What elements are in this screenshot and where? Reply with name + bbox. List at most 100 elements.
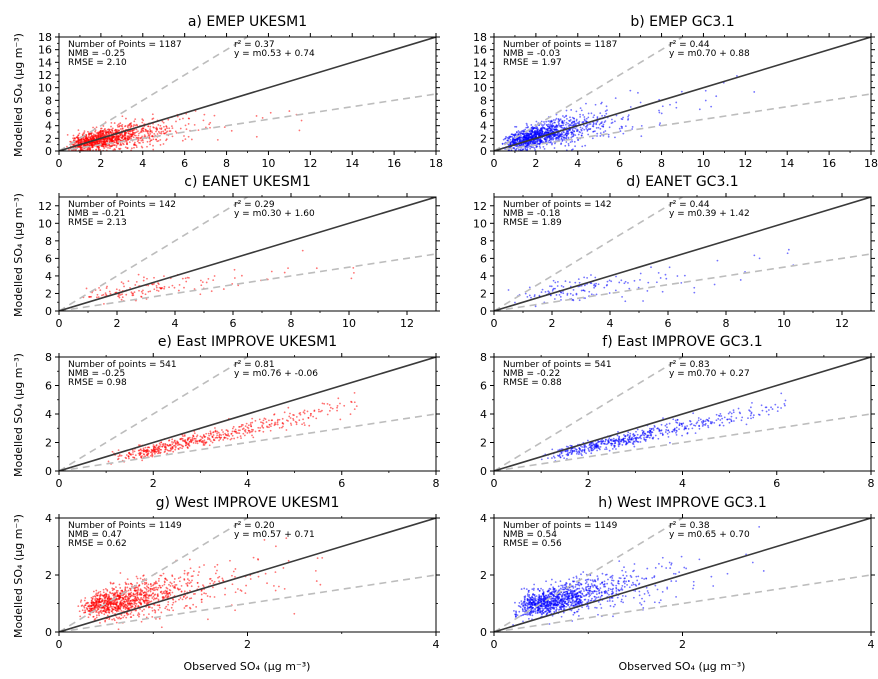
data-point <box>159 451 162 454</box>
data-point <box>539 139 541 141</box>
data-point <box>182 117 184 120</box>
data-point <box>512 139 515 142</box>
data-point <box>153 132 156 135</box>
data-point <box>190 575 193 578</box>
data-point <box>623 282 626 285</box>
data-point <box>234 591 237 594</box>
data-point <box>159 444 162 446</box>
y-tick-label: 4 <box>45 270 52 283</box>
data-point <box>590 293 593 296</box>
data-point <box>526 124 528 127</box>
data-point <box>613 445 616 447</box>
data-point <box>622 441 625 444</box>
data-point <box>545 143 548 146</box>
data-point <box>68 148 70 151</box>
stat-nmb: NMB = -0.03 <box>503 49 560 59</box>
data-point <box>78 610 81 613</box>
data-point <box>692 412 695 415</box>
data-point <box>87 133 90 136</box>
data-point <box>578 447 581 450</box>
data-point <box>126 578 129 581</box>
data-point <box>580 452 582 455</box>
data-point <box>545 124 548 126</box>
data-point <box>574 145 576 148</box>
data-point <box>115 144 118 147</box>
data-point <box>585 124 588 127</box>
data-point <box>538 294 541 297</box>
data-point <box>542 141 545 143</box>
data-point <box>536 133 538 136</box>
data-point <box>115 591 118 594</box>
data-point <box>777 406 779 409</box>
data-point <box>202 441 205 443</box>
x-tick-label: 2 <box>114 317 121 330</box>
data-point <box>699 418 702 421</box>
data-point <box>612 437 615 440</box>
x-tick-label: 10 <box>261 157 275 170</box>
data-point <box>634 440 636 443</box>
data-point <box>640 434 643 437</box>
data-point <box>681 434 683 437</box>
data-point <box>135 586 138 589</box>
y-tick-label: 0 <box>480 305 487 318</box>
data-point <box>251 421 254 424</box>
data-point <box>270 422 273 425</box>
x-tick-label: 2 <box>532 157 539 170</box>
data-point <box>103 128 106 131</box>
data-point <box>105 287 108 289</box>
data-point <box>100 139 103 142</box>
data-point <box>583 276 586 279</box>
data-point <box>580 449 583 452</box>
data-point <box>102 125 105 127</box>
data-point <box>666 432 669 435</box>
data-point <box>183 595 185 598</box>
data-point <box>586 439 589 442</box>
data-point <box>130 611 133 613</box>
data-point <box>575 110 578 113</box>
data-point <box>570 452 573 455</box>
data-point <box>563 134 565 137</box>
data-point <box>707 426 710 429</box>
data-point <box>589 128 591 131</box>
data-point <box>287 420 289 422</box>
data-point <box>694 424 697 427</box>
data-point <box>552 119 555 121</box>
data-point <box>550 124 553 127</box>
data-point <box>162 121 165 124</box>
data-point <box>195 435 198 438</box>
data-point <box>568 119 570 122</box>
data-point <box>124 598 127 601</box>
data-point <box>194 440 197 442</box>
data-point <box>163 583 166 586</box>
data-point <box>583 119 586 122</box>
stat-fit: y = m0.70 + 0.88 <box>669 49 750 59</box>
data-point <box>104 129 107 132</box>
plot-area <box>59 197 436 311</box>
data-point <box>553 121 556 124</box>
data-point <box>202 584 204 587</box>
data-point <box>572 294 574 297</box>
data-point <box>569 444 572 447</box>
data-point <box>135 144 138 147</box>
data-point <box>226 437 229 440</box>
data-point <box>524 128 527 131</box>
data-point <box>126 586 129 589</box>
data-point <box>566 452 569 455</box>
data-point <box>184 124 187 127</box>
data-point <box>160 287 162 290</box>
data-point <box>680 422 683 425</box>
data-point <box>258 418 261 421</box>
x-tick-label: 2 <box>585 477 592 490</box>
data-point <box>302 418 304 421</box>
data-point <box>522 148 525 151</box>
data-point <box>783 402 786 405</box>
data-point <box>526 295 529 298</box>
data-point <box>607 133 610 136</box>
data-point <box>154 446 157 449</box>
data-point <box>603 286 606 289</box>
data-point <box>129 123 132 125</box>
data-point <box>140 290 143 293</box>
y-tick-label: 2 <box>480 287 487 300</box>
data-point <box>513 146 515 149</box>
data-point <box>163 125 165 128</box>
